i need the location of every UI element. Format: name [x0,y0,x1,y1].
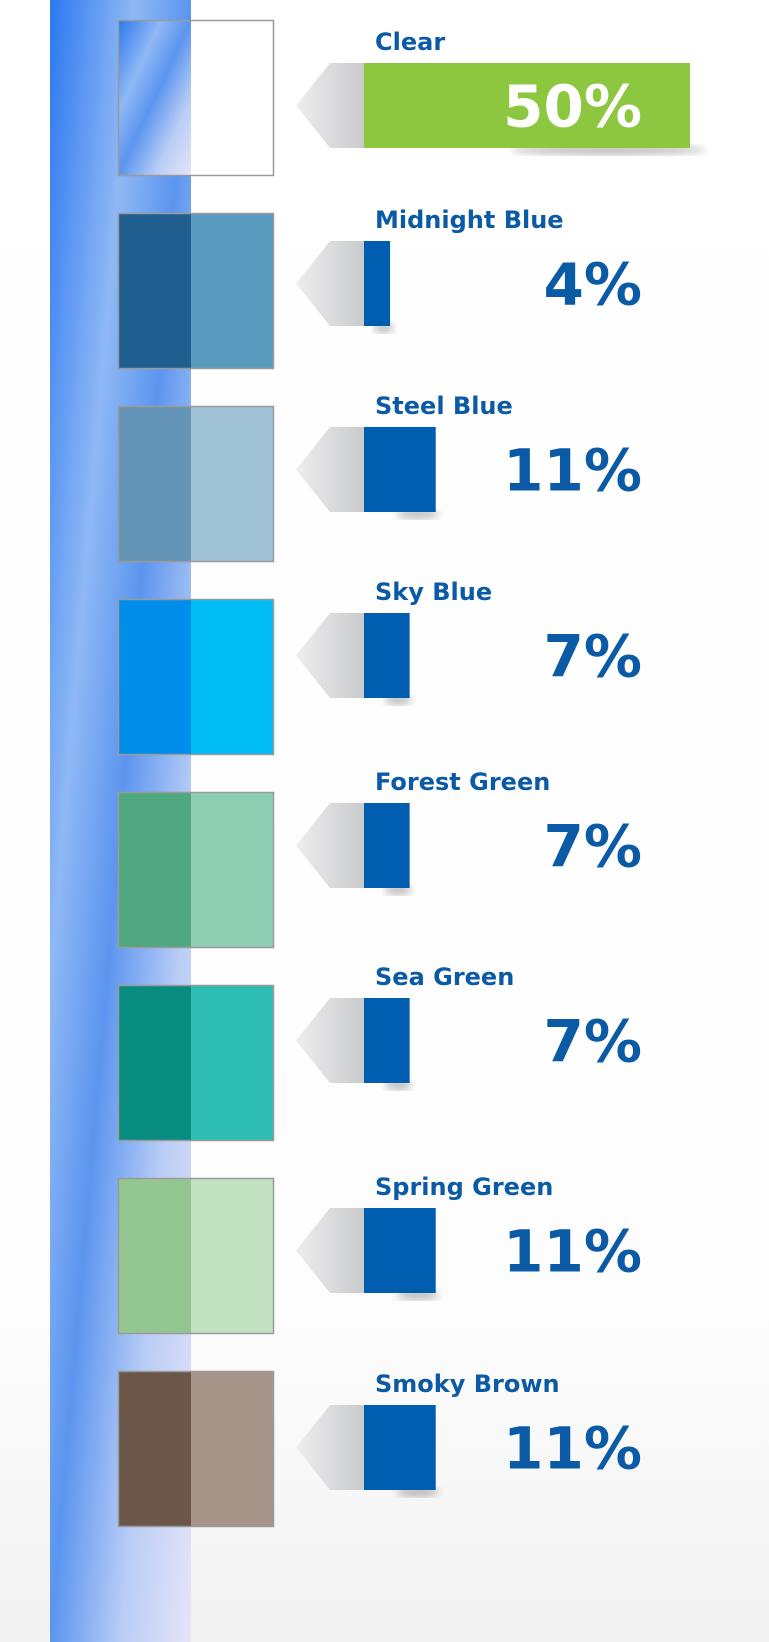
category-label: Forest Green [375,768,550,796]
swatch-border [117,598,275,756]
bar [364,998,410,1083]
swatch-tint [118,792,191,948]
swatch-border [117,212,275,370]
swatch-tint [118,1371,191,1527]
pointer [296,998,364,1083]
value-label: 7% [544,1008,642,1076]
value-label: 11% [503,1218,642,1286]
swatch-tint [118,406,191,562]
category-label: Sky Blue [375,578,492,606]
value-label: 11% [503,1415,642,1483]
rows: Clear 50% Midnight Blue 4% Steel Blue 11% Sky … [117,19,707,1528]
value-label: 11% [503,437,642,505]
swatch-border [117,1177,275,1335]
swatch-border [117,791,275,949]
category-label: Steel Blue [375,392,513,420]
pointer [296,803,364,888]
category-label: Clear [375,28,445,56]
bar [364,427,436,512]
bar [364,241,391,326]
pointer [296,63,364,148]
swatch-tint [118,213,191,369]
pointer [296,427,364,512]
swatch-border [117,19,275,177]
bar [364,1405,436,1490]
value-label: 7% [544,813,642,881]
swatch-border [117,405,275,563]
value-label: 50% [503,73,642,141]
bar [364,613,410,698]
bar [364,1208,436,1293]
swatch-border [117,984,275,1142]
swatch-tint [118,985,191,1141]
swatch-tint [118,1178,191,1334]
pointer [296,613,364,698]
pointer [296,241,364,326]
category-label: Midnight Blue [375,206,564,234]
swatch-tint [118,599,191,755]
value-label: 4% [544,251,642,319]
swatch-sky [118,20,191,176]
category-label: Sea Green [375,963,514,991]
category-label: Smoky Brown [375,1370,560,1398]
pointer [296,1208,364,1293]
value-label: 7% [544,623,642,691]
bar [364,803,410,888]
bar [364,63,690,148]
pointer [296,1405,364,1490]
swatch-border [117,1370,275,1528]
category-label: Spring Green [375,1173,553,1201]
